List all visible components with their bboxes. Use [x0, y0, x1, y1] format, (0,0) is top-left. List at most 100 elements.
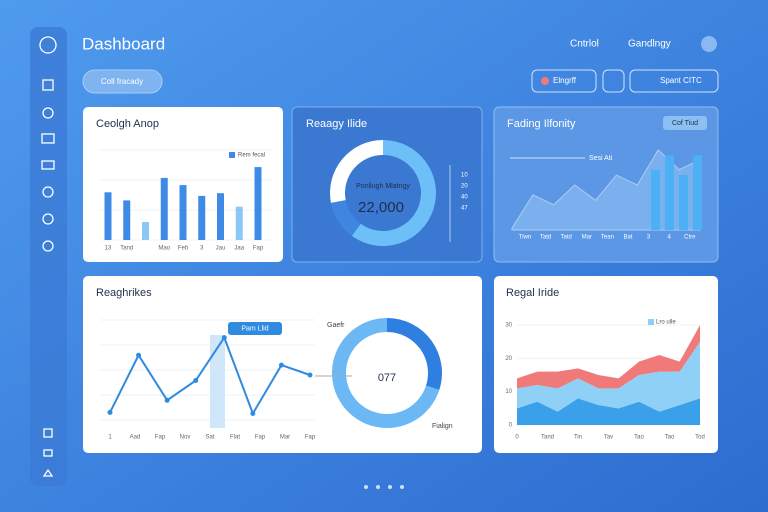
toolbar-button[interactable] [531, 69, 597, 93]
nav-icon[interactable] [43, 428, 53, 438]
x-tick-label: Feb [178, 246, 189, 252]
area [517, 398, 700, 425]
point [193, 378, 199, 383]
point [307, 372, 313, 378]
x-tick-label: Nov [180, 435, 191, 441]
x-tick-label: Fap [253, 246, 264, 252]
pager-dot[interactable] [364, 485, 368, 489]
pager-dot[interactable] [400, 485, 404, 489]
panel-title: Reaghrikes [96, 287, 152, 299]
x-tick-label: Tatd [561, 235, 572, 241]
x-tick-label: 3 [200, 246, 204, 252]
donut-segment [351, 140, 436, 246]
bar [123, 200, 131, 240]
x-tick-label: Tin [574, 435, 582, 441]
line [109, 335, 311, 416]
x-tick-label: Ctre [684, 235, 696, 241]
point [136, 352, 142, 358]
y-tick-label: 0 [509, 423, 513, 429]
y-tick-label: 30 [505, 323, 512, 329]
x-tick-label: Tod [695, 435, 705, 441]
filter-label: Coll fracady [101, 77, 143, 86]
nav-icon[interactable] [41, 133, 55, 144]
x-tick-label: Mar [280, 435, 290, 441]
scale-label: 47 [461, 206, 468, 212]
header-link[interactable]: Cntrlol [570, 39, 599, 50]
nav-icon[interactable] [42, 186, 54, 198]
nav-icon[interactable] [42, 79, 54, 91]
bar [679, 175, 688, 230]
panel-title: Reaagy Ilide [306, 118, 367, 130]
button-label: Elngrff [553, 76, 577, 85]
point [278, 362, 284, 368]
x-tick-label: Tand [120, 246, 133, 252]
x-tick-label: Fap [305, 435, 316, 441]
x-tick-label: Fap [255, 435, 266, 441]
tooltip [228, 322, 282, 335]
x-tick-label: Tand [541, 435, 554, 441]
x-tick-label: Jaa [234, 246, 244, 252]
legend-swatch [229, 152, 235, 158]
legend-label: Rem fecal [238, 153, 265, 159]
x-tick-label: 13 [105, 246, 112, 252]
nav-icon[interactable] [43, 449, 53, 457]
donut-value: 22,000 [358, 199, 404, 216]
toolbar-button[interactable] [629, 69, 719, 93]
x-tick-label: Flat [230, 435, 240, 441]
bar [693, 155, 702, 230]
area [517, 325, 700, 389]
page-title: Dashboard [82, 34, 165, 53]
bar [104, 192, 112, 240]
x-tick-label: Tatd [540, 235, 551, 241]
x-tick-label: Mar [582, 235, 592, 241]
bar [179, 185, 187, 240]
pager-dot[interactable] [376, 485, 380, 489]
logo-icon[interactable] [39, 36, 57, 54]
avatar[interactable] [701, 36, 717, 52]
x-tick-label: Tean [601, 235, 614, 241]
donut-segment [330, 140, 383, 203]
bar [235, 206, 243, 240]
panel-title: Ceolgh Anop [96, 118, 159, 130]
scale-label: 10 [461, 173, 468, 179]
filter-button[interactable] [82, 69, 163, 94]
bar [665, 155, 674, 230]
bar [198, 195, 206, 240]
panel-button-label: Cof Tiud [672, 120, 698, 127]
nav-icon[interactable] [42, 213, 54, 225]
panel-button[interactable] [663, 116, 707, 130]
x-tick-label: Mao [158, 246, 170, 252]
nav-icon[interactable] [42, 468, 54, 477]
bar [160, 177, 168, 240]
point [221, 335, 227, 341]
x-tick-label: Fap [155, 435, 166, 441]
toolbar-button[interactable] [602, 69, 625, 93]
legend-label: Lro ulle [656, 320, 676, 326]
legend-swatch [648, 319, 654, 325]
donut-label: Fialign [432, 423, 453, 430]
pager-dot[interactable] [388, 485, 392, 489]
donut-segment [330, 200, 361, 236]
highlight-band [210, 335, 225, 428]
nav-icon[interactable] [42, 107, 54, 119]
donut-label: Ponliugh Mlatngy [356, 183, 410, 190]
header-link[interactable]: Gandlngy [628, 39, 671, 50]
nav-icon[interactable] [41, 160, 55, 170]
donut-value: 077 [378, 372, 396, 384]
sidebar-icons [39, 36, 57, 477]
x-tick-label: Aad [130, 435, 141, 441]
point [164, 397, 170, 403]
x-tick-label: Tao [634, 435, 644, 441]
tooltip-label: Pam Llid [241, 325, 268, 332]
x-tick-label: Tav [604, 435, 613, 441]
scale-label: 20 [461, 184, 468, 190]
y-tick-label: 20 [505, 356, 512, 362]
x-tick-label: 1 [108, 435, 112, 441]
point [107, 409, 113, 415]
bar [651, 169, 660, 230]
x-tick-label: 3 [647, 235, 651, 241]
nav-icon[interactable] [42, 240, 54, 252]
legend-label: Sesi Ati [589, 155, 613, 162]
